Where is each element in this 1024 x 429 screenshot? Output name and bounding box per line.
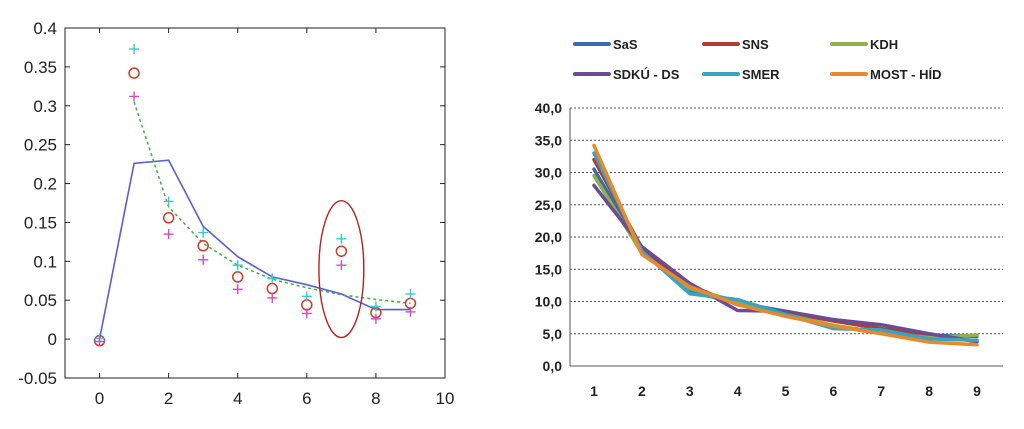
y-tick-label: 0 [48, 330, 57, 349]
legend-label: SMER [742, 67, 780, 82]
plus-magenta-marker [94, 336, 105, 347]
x-tick-label: 1 [590, 383, 598, 399]
y-tick-label: 35,0 [535, 132, 562, 148]
highlight-ellipse [318, 199, 365, 339]
plus-magenta-marker [198, 254, 209, 265]
y-tick-label: 0.4 [33, 19, 57, 38]
legend-label: MOST - HÍD [870, 67, 942, 82]
y-tick-label: 20,0 [535, 229, 562, 245]
plus-magenta-marker [405, 306, 416, 317]
series-solid-line [98, 159, 411, 340]
right-line-chart: 0,0 5,0 10,0 15,0 20,0 25,0 30,0 35,0 40,0 1 2 3 4 5 6… [535, 37, 1003, 399]
x-tick-label: 0 [95, 389, 104, 408]
legend-label: SaS [613, 37, 638, 52]
plus-magenta-marker [232, 284, 243, 295]
plus-cyan-marker [301, 291, 312, 302]
y-tick-label: 0.3 [33, 97, 57, 116]
x-tick-label: 5 [782, 383, 790, 399]
plus-cyan-marker [370, 301, 381, 312]
x-tick-label: 9 [973, 383, 981, 399]
plus-magenta-marker [163, 229, 174, 240]
series-dashed-line [133, 101, 411, 305]
y-tick-label: 25,0 [535, 197, 562, 213]
series-line-sdk-ds [592, 183, 979, 344]
y-tick-label: 0.15 [24, 213, 57, 232]
legend-label: SNS [742, 37, 769, 52]
x-tick-label: 2 [164, 389, 173, 408]
plus-cyan-marker [163, 196, 174, 207]
circle-marker [231, 271, 244, 283]
plus-cyan-marker [267, 273, 278, 284]
y-tick-label: 30,0 [535, 165, 562, 181]
y-tick-label: 10,0 [535, 294, 562, 310]
plot-frame [64, 27, 446, 379]
y-tick-label: -0.05 [18, 369, 57, 388]
x-tick-label: 4 [233, 389, 242, 408]
y-tick-label: 0.25 [24, 136, 57, 155]
y-tick-label: 0.05 [24, 291, 57, 310]
x-tick-label: 8 [371, 389, 380, 408]
plus-cyan-marker [198, 227, 209, 238]
legend-label: KDH [870, 37, 898, 52]
plus-magenta-marker [267, 292, 278, 303]
x-tick-label: 4 [734, 383, 742, 399]
circle-marker [266, 282, 279, 295]
y-tick-label: 0.1 [33, 252, 57, 271]
y-tick-label: 5,0 [543, 326, 563, 342]
plus-cyan-marker [129, 44, 140, 54]
x-tick-label: 2 [638, 383, 646, 399]
circle-marker [128, 67, 140, 79]
legend-label: SDKÚ - DS [613, 67, 680, 82]
left-scatter-chart: -0.05 0 0.05 0.1 0.15 0.2 0.25 0.3 0.35 0.4 0 2 4 6 8 1… [18, 19, 454, 408]
x-tick-label: 7 [877, 383, 885, 399]
plus-cyan-marker [336, 233, 347, 244]
x-tick-label: 8 [925, 383, 933, 399]
y-tick-label: 15,0 [535, 261, 562, 277]
plus-cyan-marker [232, 260, 243, 271]
y-tick-label: 0,0 [543, 358, 563, 374]
plus-magenta-marker [370, 313, 381, 324]
plus-cyan-marker [405, 289, 416, 299]
plus-magenta-marker [336, 260, 347, 271]
y-tick-label: 0.35 [24, 58, 57, 77]
plus-magenta-marker [301, 308, 312, 319]
y-tick-label: 0.2 [33, 175, 57, 194]
x-tick-label: 6 [302, 389, 311, 408]
plus-magenta-marker [129, 91, 140, 102]
series-line-most-h-d [592, 143, 979, 347]
x-tick-label: 10 [436, 389, 455, 408]
circle-marker [301, 299, 313, 311]
y-tick-label: 40,0 [535, 100, 562, 116]
circle-marker [335, 245, 348, 257]
x-tick-label: 3 [686, 383, 694, 399]
x-tick-label: 6 [829, 383, 837, 399]
circle-marker [162, 212, 175, 224]
circle-marker [197, 240, 209, 252]
